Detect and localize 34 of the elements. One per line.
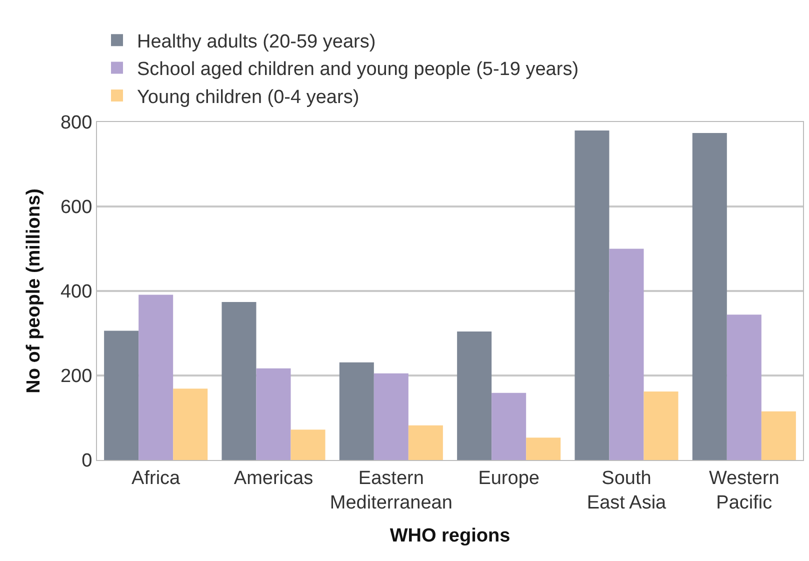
y-tick-label: 200	[60, 366, 92, 388]
bar	[761, 411, 796, 460]
bar	[138, 294, 174, 460]
x-tick-label: Europe	[478, 468, 540, 489]
bar	[104, 330, 139, 460]
x-tick-label: Eastern Mediterranean	[330, 468, 452, 514]
bar	[222, 302, 256, 460]
y-axis-title: No of people (millions)	[23, 188, 44, 394]
x-tick-label: Africa	[132, 468, 181, 489]
bar	[173, 388, 208, 460]
bar	[526, 438, 561, 460]
x-tick-label: Americas	[234, 468, 314, 489]
legend-label: School aged children and young people (5-19 years)	[137, 59, 579, 80]
bar	[256, 368, 291, 460]
legend-label: Healthy adults (20-59 years)	[137, 32, 376, 52]
y-tick-label: 0	[82, 450, 92, 472]
x-tick-label: Western Pacific	[708, 468, 780, 514]
bar	[290, 430, 326, 460]
bar	[408, 425, 443, 460]
bar	[609, 248, 644, 460]
x-tick-label: South East Asia	[586, 468, 667, 514]
bar	[374, 373, 408, 460]
x-axis-title: WHO regions	[390, 525, 510, 546]
bar	[457, 332, 492, 460]
bar	[574, 130, 610, 460]
y-tick-label: 600	[60, 197, 92, 218]
legend-label: Young children (0-4 years)	[137, 86, 360, 108]
y-tick-label: 400	[60, 282, 92, 303]
bar	[339, 362, 374, 460]
bar	[726, 314, 762, 460]
y-tick-label: 800	[60, 112, 92, 134]
bar	[492, 392, 526, 460]
bar	[692, 132, 727, 460]
bar	[644, 392, 678, 460]
